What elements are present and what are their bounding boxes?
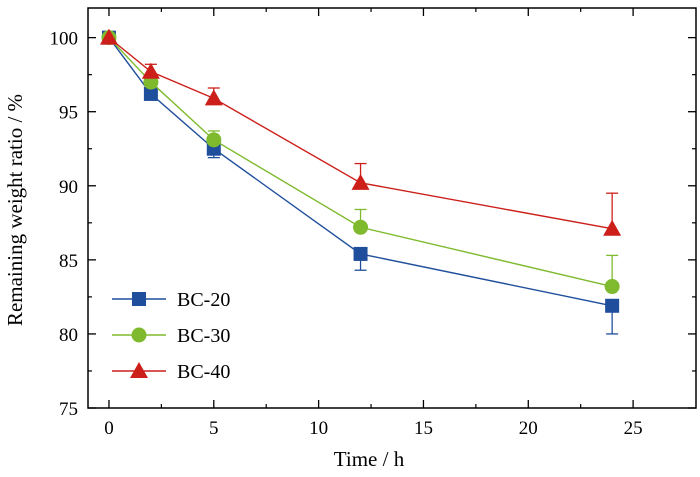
legend-label: BC-20 — [177, 289, 230, 311]
legend-marker — [131, 327, 147, 343]
series-line — [108, 37, 613, 230]
data-point — [204, 89, 223, 106]
plot-frame — [87, 7, 697, 409]
legend-label: BC-40 — [177, 361, 230, 383]
axis-layer: 0 5 10 15 20 25 75 80 85 90 95 100 — [50, 8, 696, 439]
data-point — [141, 62, 160, 79]
data-point — [99, 28, 118, 45]
data-point — [353, 246, 368, 261]
x-tick-label: 15 — [414, 418, 433, 439]
legend-marker — [130, 362, 148, 378]
legend: BC-20 BC-30 BC-40 — [112, 289, 230, 383]
data-point — [603, 219, 622, 236]
data-point — [206, 132, 222, 148]
x-tick-label: 10 — [309, 418, 328, 439]
series-bc-40 — [99, 28, 622, 236]
data-point — [604, 279, 620, 295]
data-point — [353, 219, 369, 235]
y-tick-label: 95 — [59, 103, 78, 124]
data-point — [605, 298, 620, 313]
y-tick-label: 90 — [59, 177, 78, 198]
x-tick-label: 20 — [519, 418, 538, 439]
y-tick-label: 100 — [50, 29, 79, 50]
x-tick-label: 5 — [209, 418, 219, 439]
x-axis-title: Time / h — [334, 447, 405, 471]
x-tick-label: 25 — [624, 418, 643, 439]
data-point — [143, 86, 158, 101]
y-axis-title: Remaining weight ratio / % — [3, 94, 27, 326]
legend-label: BC-30 — [177, 325, 230, 347]
x-tick-label: 0 — [104, 418, 114, 439]
plot-layer — [99, 28, 622, 335]
y-tick-label: 80 — [59, 325, 78, 346]
legend-marker — [132, 292, 146, 306]
data-point — [351, 173, 370, 190]
y-tick-label: 85 — [59, 251, 78, 272]
y-tick-label: 75 — [59, 399, 78, 420]
